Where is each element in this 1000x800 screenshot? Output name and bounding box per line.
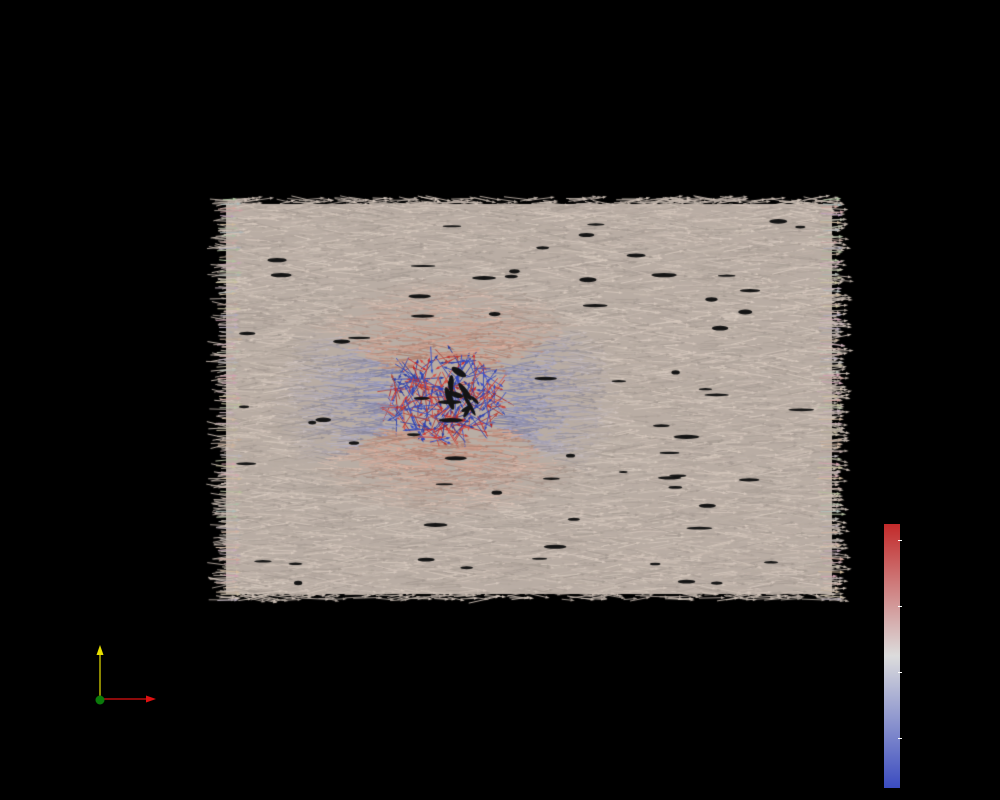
- y-axis-arrow: [96, 645, 104, 699]
- x-axis-arrow: [100, 695, 156, 703]
- scalar-bar-ticks: [898, 540, 902, 739]
- z-axis-dot: [95, 695, 105, 705]
- scalar-bar-gradient: [884, 524, 900, 788]
